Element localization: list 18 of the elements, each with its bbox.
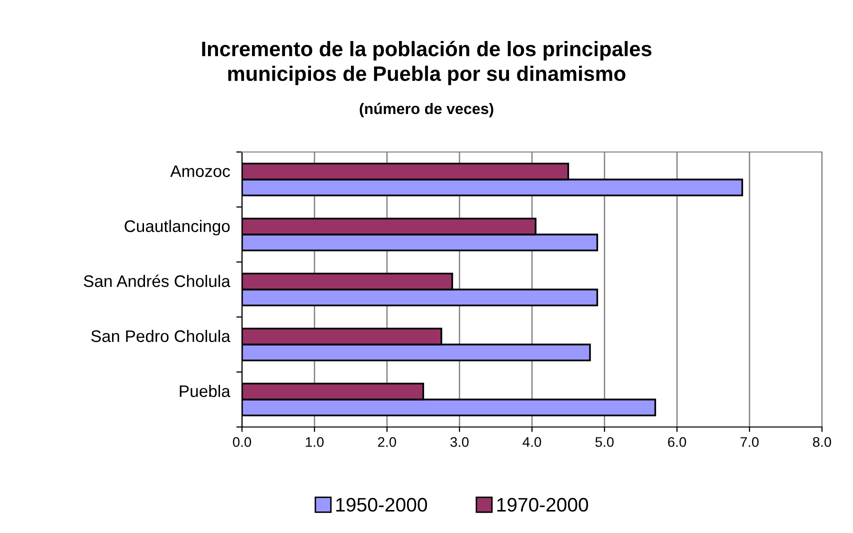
y-tick-label: San Andrés Cholula bbox=[84, 274, 230, 288]
x-tick-label: 2.0 bbox=[378, 437, 396, 447]
y-tick-label: Puebla bbox=[180, 384, 230, 398]
x-tick-label: 1.0 bbox=[306, 437, 324, 447]
x-tick-label: 5.0 bbox=[595, 437, 614, 447]
legend-label: 1970-2000 bbox=[497, 498, 588, 512]
x-tick-label: 0.0 bbox=[232, 437, 252, 447]
y-tick-label: Amozoc bbox=[170, 165, 230, 178]
chart-title: Incremento de la población de los principales municipios de Puebla por su dinamismo bbox=[202, 40, 652, 86]
x-tick-label: 4.0 bbox=[522, 437, 542, 447]
y-tick-label: Cuautlancingo bbox=[124, 220, 230, 236]
x-tick-label: 8.0 bbox=[812, 437, 832, 447]
y-tick-label: San Pedro Cholula bbox=[91, 330, 230, 342]
x-tick-label: 3.0 bbox=[450, 437, 469, 447]
chart-subtitle: (número de veces) bbox=[360, 102, 494, 118]
x-tick-label: 7.0 bbox=[740, 437, 759, 447]
x-tick-label: 6.0 bbox=[668, 437, 686, 447]
legend-label: 1950-2000 bbox=[336, 498, 428, 512]
